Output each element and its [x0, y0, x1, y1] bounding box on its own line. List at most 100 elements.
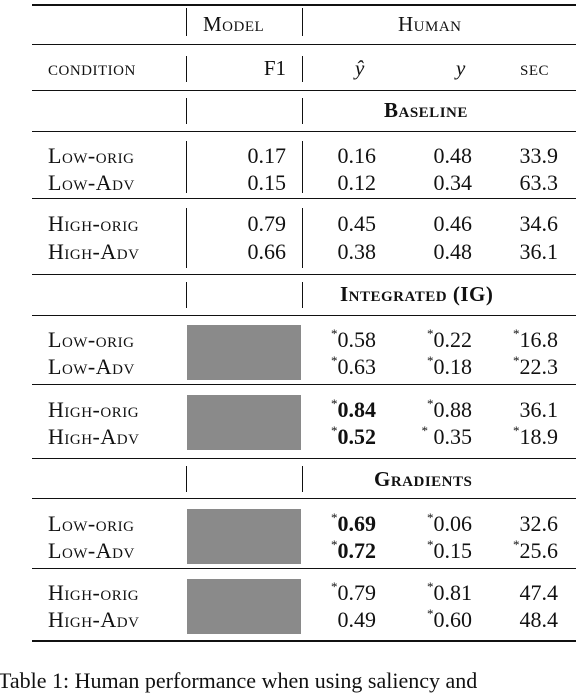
yhat-cell: *0.63	[300, 354, 377, 379]
significance-mark: *	[331, 326, 338, 341]
yhat-cell: *0.79	[300, 579, 377, 605]
significance-mark: *	[513, 326, 520, 341]
yhat-cell: *0.58	[300, 326, 377, 352]
section-title-baseline: Baseline	[384, 98, 468, 122]
condition-label: High-Adv	[48, 607, 140, 632]
y-value: 0.06	[433, 511, 473, 536]
section-title-integrated: Integrated (IG)	[340, 282, 494, 306]
condition-label: High-Adv	[48, 424, 140, 449]
yhat-value: 0.58	[337, 327, 377, 352]
significance-mark: *	[331, 510, 338, 525]
yhat-value: 0.12	[337, 170, 377, 195]
sec-cell: 36.1	[480, 397, 559, 422]
section-title-gradients: Gradients	[374, 467, 473, 491]
condition-label: Low-orig	[48, 143, 135, 168]
ig-end-rule	[32, 458, 576, 459]
y-value: 0.48	[433, 239, 473, 264]
significance-mark: *	[513, 537, 520, 552]
significance-mark: *	[427, 396, 434, 411]
baseline-mid-rule	[32, 198, 576, 199]
yhat-value: 0.79	[337, 580, 377, 605]
condition-label: Low-Adv	[48, 170, 135, 195]
f1-value: 0.79	[247, 211, 287, 236]
sec-cell: *18.9	[480, 423, 558, 448]
yhat-value: 0.63	[337, 354, 377, 379]
y-value: 0.34	[433, 170, 473, 195]
yhat-cell: 0.49	[300, 607, 377, 632]
y-value: 0.35	[433, 424, 473, 449]
significance-mark: *	[331, 396, 338, 411]
y-cell: *0.15	[394, 537, 473, 563]
yhat-cell: *0.52	[300, 423, 377, 449]
condition-label: Low-Adv	[48, 354, 135, 379]
yhat-cell: *0.72	[300, 538, 377, 563]
yhat-value: 0.49	[337, 607, 377, 632]
sec-value: 33.9	[519, 143, 559, 168]
significance-mark: *	[421, 423, 429, 438]
vsep-left	[186, 208, 187, 268]
condition-label: High-orig	[48, 211, 140, 236]
col-yhat-header: ŷ	[355, 56, 365, 80]
table-caption: Table 1: Human performance when using sa…	[0, 668, 478, 693]
baseline-end-rule	[32, 274, 576, 275]
sec-cell: *25.6	[480, 537, 559, 563]
sec-value: 25.6	[519, 538, 559, 563]
ig-title-rule	[32, 315, 576, 316]
f1-value: 0.66	[247, 239, 287, 264]
significance-mark: *	[513, 423, 520, 438]
yhat-value: 0.45	[337, 211, 377, 236]
vsep-left	[186, 8, 187, 36]
y-cell: *0.81	[394, 580, 473, 605]
y-value: 0.81	[433, 580, 473, 605]
vsep-left	[186, 141, 187, 193]
masked-f1-block	[187, 509, 301, 564]
significance-mark: *	[331, 423, 338, 438]
ig-mid-rule	[32, 384, 576, 385]
sec-value: 22.3	[519, 354, 559, 379]
vsep-right	[302, 98, 303, 124]
sec-value: 47.4	[519, 580, 559, 605]
y-value: 0.18	[433, 354, 473, 379]
vsep-right	[302, 141, 303, 193]
y-value: 0.48	[433, 143, 473, 168]
y-value: 0.46	[433, 211, 473, 236]
sec-value: 48.4	[519, 607, 559, 632]
y-cell: *0.88	[394, 396, 473, 422]
y-value: 0.15	[433, 538, 473, 563]
vsep-right	[302, 208, 303, 268]
yhat-value: 0.52	[337, 424, 377, 449]
condition-label: High-orig	[48, 397, 140, 422]
vsep-right	[302, 466, 303, 492]
vsep-right	[302, 8, 303, 36]
significance-mark: *	[427, 510, 434, 525]
y-value: 0.60	[433, 607, 473, 632]
sec-value: 36.1	[519, 239, 559, 264]
group-model-header: Model	[203, 12, 265, 36]
sec-cell: *22.3	[480, 354, 559, 379]
col-sec-header: sec	[520, 56, 550, 80]
significance-mark: *	[427, 326, 434, 341]
col-condition-header: condition	[48, 56, 136, 80]
y-cell: *0.22	[394, 326, 472, 351]
vsep-right	[302, 56, 303, 82]
significance-mark: *	[331, 579, 338, 594]
bottom-rule	[32, 640, 576, 642]
condition-label: High-orig	[48, 580, 140, 605]
yhat-value: 0.72	[337, 538, 377, 563]
sec-cell: *16.8	[480, 326, 559, 352]
group-human-header: Human	[398, 12, 462, 36]
column-header-rule	[32, 90, 576, 91]
sec-value: 16.8	[519, 327, 559, 352]
sec-value: 36.1	[519, 397, 559, 422]
y-cell: *0.18	[394, 354, 473, 379]
y-value: 0.88	[433, 397, 473, 422]
yhat-value: 0.69	[337, 511, 377, 536]
vsep-right	[302, 282, 303, 308]
sec-cell: 48.4	[480, 607, 559, 632]
significance-mark: *	[427, 537, 434, 552]
y-cell: *0.06	[394, 510, 473, 536]
yhat-cell: *0.69	[300, 510, 377, 536]
masked-f1-block	[187, 395, 301, 450]
sec-cell: 32.6	[480, 511, 559, 536]
sec-value: 32.6	[519, 511, 559, 536]
